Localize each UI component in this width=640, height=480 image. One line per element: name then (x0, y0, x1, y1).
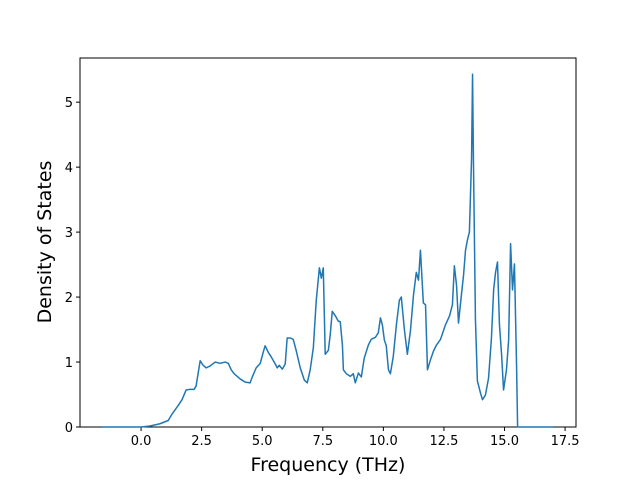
x-tick-label: 10.0 (369, 434, 398, 449)
x-tick-label: 17.5 (551, 434, 580, 449)
y-axis-label: Density of States (34, 161, 56, 324)
y-tick-label: 3 (65, 226, 73, 241)
y-tick-label: 2 (65, 291, 73, 306)
x-tick-label: 0.0 (131, 434, 152, 449)
dos-line (102, 73, 553, 428)
x-tick-label: 2.5 (191, 434, 212, 449)
x-tick-label: 7.5 (312, 434, 333, 449)
plot-frame (79, 57, 577, 428)
x-tick-label: 12.5 (429, 434, 458, 449)
y-tick-label: 1 (65, 356, 73, 371)
x-axis-label: Frequency (THz) (251, 454, 406, 476)
x-tick-label: 5.0 (252, 434, 273, 449)
y-tick-label: 0 (65, 421, 73, 436)
y-tick-label: 4 (65, 161, 73, 176)
y-tick-label: 5 (65, 96, 73, 111)
x-tick-label: 15.0 (490, 434, 519, 449)
